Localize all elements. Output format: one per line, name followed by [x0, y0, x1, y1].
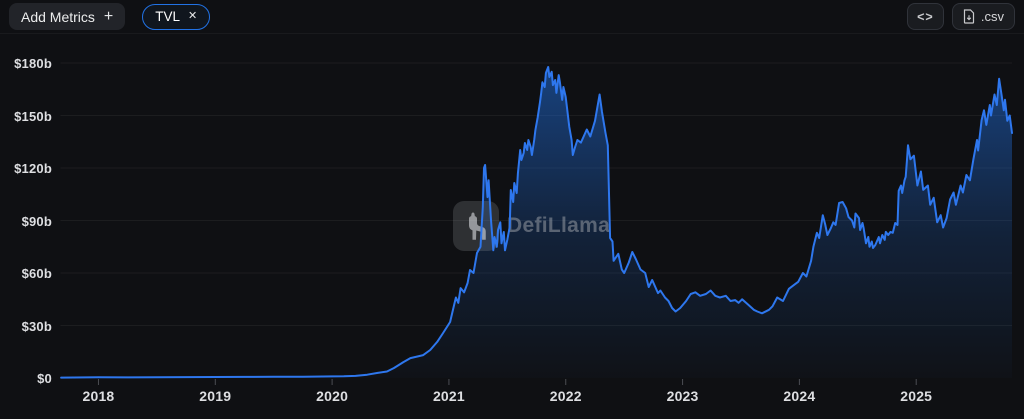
toolbar: Add Metrics + TVL ✕ <> .csv [0, 0, 1024, 34]
y-axis-label: $0 [37, 371, 52, 386]
x-axis-label: 2018 [82, 388, 115, 404]
x-axis-label: 2020 [316, 388, 349, 404]
y-axis-label: $60b [21, 266, 52, 281]
defillama-logo-icon [453, 201, 499, 251]
y-axis-label: $30b [21, 318, 52, 334]
y-axis-label: $150b [14, 108, 52, 124]
add-metrics-button[interactable]: Add Metrics + [9, 3, 126, 30]
close-icon[interactable]: ✕ [188, 10, 198, 22]
y-axis-label: $90b [21, 213, 52, 229]
watermark-text: DefiLlama [507, 214, 611, 237]
gridlines [60, 62, 1012, 326]
x-axis-label: 2019 [199, 388, 232, 404]
watermark: DefiLlama [453, 201, 610, 251]
y-axis-label: $180b [14, 56, 52, 71]
csv-file-icon [963, 9, 975, 24]
tvl-line-series [60, 66, 1013, 379]
x-axis-label: 2025 [900, 388, 933, 404]
x-axis-label: 2023 [666, 388, 699, 404]
code-icon: <> [917, 9, 934, 24]
embed-code-button[interactable]: <> [906, 3, 944, 30]
x-axis-label: 2021 [432, 388, 465, 404]
plus-icon: + [103, 7, 114, 25]
x-axis-label: 2022 [549, 388, 582, 404]
x-axis-ticks [97, 379, 917, 385]
add-metrics-label: Add Metrics [21, 8, 95, 25]
csv-label: .csv [980, 9, 1004, 24]
tvl-area-series [61, 67, 1013, 378]
metric-chip-tvl[interactable]: TVL ✕ [142, 3, 211, 30]
csv-export-button[interactable]: .csv [951, 3, 1015, 30]
y-axis-label: $120b [14, 161, 52, 176]
metric-chip-label: TVL [155, 9, 181, 24]
x-axis-label: 2024 [783, 388, 816, 404]
